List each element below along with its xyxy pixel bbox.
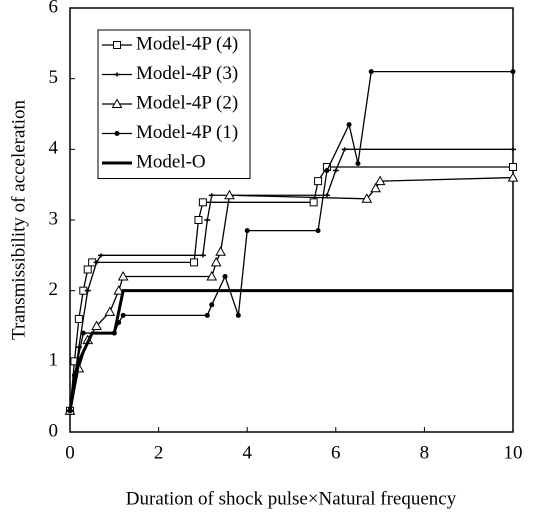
marker (368, 69, 374, 75)
marker (209, 302, 215, 308)
marker (507, 172, 519, 182)
marker (244, 228, 250, 234)
y-tick-label: 1 (49, 350, 59, 371)
marker (332, 168, 339, 173)
legend-label: Model-4P (2) (136, 92, 238, 113)
y-axis-label: Transmissibility of acceleration (8, 100, 29, 340)
x-axis-label: Duration of shock pulse×Natural frequenc… (126, 488, 457, 509)
marker (199, 253, 206, 258)
y-tick-label: 3 (49, 208, 59, 229)
marker (346, 122, 352, 128)
x-tick-label: 4 (242, 442, 252, 463)
y-tick-label: 6 (49, 0, 59, 17)
legend-marker (114, 131, 120, 136)
marker (83, 265, 92, 274)
marker (509, 163, 517, 171)
y-tick-label: 5 (49, 67, 59, 88)
marker (210, 256, 222, 267)
marker (510, 147, 516, 152)
marker (80, 330, 86, 336)
x-tick-label: 0 (65, 442, 75, 463)
series-line (68, 289, 513, 412)
legend-label: Model-O (136, 151, 206, 172)
marker (324, 168, 330, 174)
marker (323, 193, 330, 198)
marker (117, 271, 129, 281)
marker (190, 258, 199, 267)
marker (120, 312, 126, 318)
marker (314, 177, 323, 186)
marker (370, 182, 382, 193)
marker (93, 260, 100, 265)
series-line (69, 148, 513, 411)
marker (355, 160, 361, 166)
legend-label: Model-4P (4) (136, 33, 238, 54)
marker (91, 320, 102, 330)
x-tick-label: 10 (504, 442, 523, 463)
marker (204, 218, 211, 222)
marker (74, 314, 83, 323)
marker (361, 193, 373, 203)
marker (374, 175, 386, 186)
y-tick-label: 0 (49, 420, 59, 441)
y-tick-label: 2 (49, 279, 59, 300)
marker (113, 285, 125, 295)
legend-marker (113, 41, 121, 49)
marker (204, 312, 210, 318)
marker (104, 306, 116, 316)
x-tick-label: 2 (154, 442, 164, 463)
y-tick-label: 4 (49, 138, 59, 159)
legend-marker (111, 98, 123, 108)
marker (208, 193, 215, 198)
marker (222, 274, 228, 280)
series-line (69, 176, 514, 411)
marker (309, 198, 318, 207)
legend: Model-4P (4) Model-4P (3) Model-4P (2) Mode… (97, 29, 251, 179)
legend-label: Model-4P (3) (136, 63, 238, 84)
marker (206, 271, 218, 281)
marker (315, 228, 321, 234)
legend-label: Model-4P (1) (136, 122, 238, 143)
marker (215, 246, 226, 256)
marker (510, 69, 516, 75)
marker (194, 216, 203, 224)
series-line (69, 166, 513, 411)
x-tick-label: 8 (420, 442, 430, 463)
legend-marker (114, 72, 120, 77)
marker (224, 189, 235, 200)
x-tick-label: 6 (331, 442, 341, 463)
marker (198, 198, 207, 207)
marker (98, 253, 105, 258)
marker (235, 312, 241, 318)
marker (84, 288, 91, 293)
marker (341, 147, 348, 152)
